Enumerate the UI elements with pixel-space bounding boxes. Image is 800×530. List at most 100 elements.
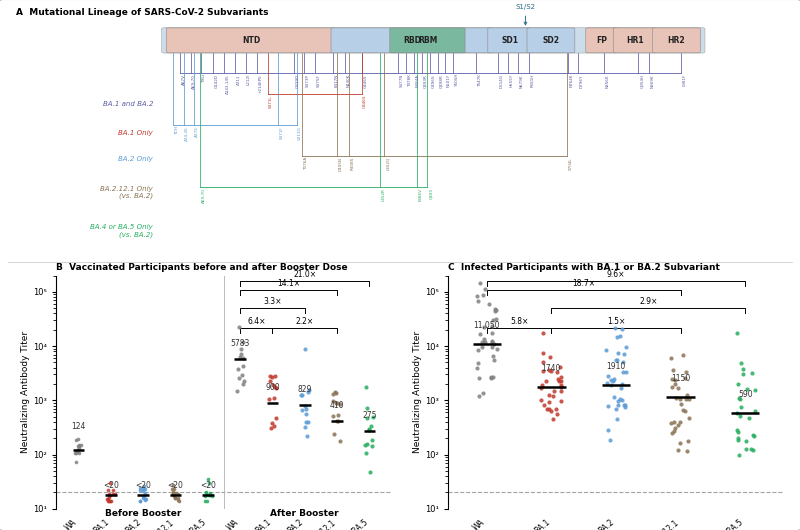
Text: A27S: A27S [195, 126, 199, 137]
Point [546, 392, 559, 400]
Point [617, 401, 630, 410]
Text: N969K: N969K [651, 74, 655, 87]
Point [737, 365, 750, 373]
Point [732, 436, 745, 444]
Text: Δ24-26: Δ24-26 [185, 126, 189, 141]
Text: E484A: E484A [416, 74, 420, 87]
Point [620, 368, 633, 376]
Point [72, 442, 85, 450]
Point [73, 448, 86, 457]
Text: BA.1 and BA.2: BA.1 and BA.2 [102, 101, 153, 107]
Point [202, 491, 215, 499]
Text: P681H: P681H [530, 74, 534, 87]
Point [168, 484, 181, 493]
Text: SD1: SD1 [502, 36, 518, 45]
Point [734, 394, 746, 403]
Point [330, 388, 342, 397]
Point [295, 391, 308, 399]
Text: B  Vaccinated Participants before and after Booster Dose: B Vaccinated Participants before and aft… [56, 263, 348, 272]
Point [103, 479, 116, 487]
FancyBboxPatch shape [331, 28, 493, 53]
Point [236, 371, 249, 379]
Point [366, 436, 378, 445]
Text: G496S: G496S [431, 74, 435, 88]
Text: FP: FP [596, 36, 607, 45]
Point [107, 489, 120, 498]
Point [674, 394, 686, 403]
Point [200, 491, 213, 499]
Text: BA.4 or BA.5 Only
(vs. BA.2): BA.4 or BA.5 Only (vs. BA.2) [90, 225, 153, 238]
Point [298, 402, 311, 411]
Point [671, 446, 684, 454]
Text: S371F: S371F [280, 126, 284, 139]
Text: T547K: T547K [478, 74, 482, 87]
Point [670, 394, 682, 402]
Point [70, 435, 82, 444]
Point [267, 394, 280, 402]
Point [362, 426, 375, 434]
Point [266, 373, 279, 381]
Point [486, 338, 498, 346]
Y-axis label: Neutralizing Antibody Titer: Neutralizing Antibody Titer [21, 331, 30, 453]
Point [742, 413, 755, 422]
Point [235, 350, 248, 359]
Text: D796Y: D796Y [579, 74, 583, 87]
Text: RBD: RBD [402, 36, 421, 45]
Point [606, 377, 619, 385]
Point [608, 375, 621, 384]
Point [477, 389, 490, 398]
Point [478, 335, 491, 343]
Point [201, 497, 214, 505]
Point [665, 419, 678, 427]
Point [73, 441, 86, 449]
Text: F486V: F486V [419, 188, 423, 201]
Text: C  Infected Participants with BA.1 or BA.2 Subvariant: C Infected Participants with BA.1 or BA.… [448, 263, 720, 272]
Point [199, 489, 212, 498]
Point [537, 367, 550, 375]
Text: T95I: T95I [202, 74, 206, 83]
Text: After Booster: After Booster [270, 509, 339, 518]
Point [199, 497, 212, 505]
Point [618, 350, 630, 359]
Point [486, 316, 499, 324]
Point [748, 431, 761, 440]
Point [666, 365, 679, 374]
Point [71, 447, 84, 455]
Text: 11,050: 11,050 [474, 321, 500, 330]
Text: +214EPE: +214EPE [258, 74, 262, 93]
Point [745, 445, 758, 454]
Point [262, 395, 275, 403]
Text: N856K: N856K [606, 74, 610, 87]
Point [133, 485, 146, 494]
Point [171, 490, 184, 499]
Point [472, 359, 485, 367]
Point [550, 368, 563, 376]
Point [732, 379, 745, 388]
Point [749, 386, 762, 394]
Point [668, 423, 681, 432]
Text: BA.2.12.1 Only
(vs. BA.2): BA.2.12.1 Only (vs. BA.2) [100, 186, 153, 199]
Point [265, 418, 278, 427]
Point [134, 484, 146, 492]
Point [602, 372, 614, 381]
Point [231, 365, 244, 374]
Point [472, 374, 485, 383]
Point [300, 410, 313, 418]
Point [233, 323, 246, 331]
Text: L452Q: L452Q [386, 157, 390, 171]
Point [669, 379, 682, 388]
Point [474, 278, 486, 287]
Point [668, 427, 681, 435]
Point [681, 447, 694, 455]
Point [203, 491, 216, 500]
Point [235, 345, 248, 354]
Point [102, 492, 115, 501]
Text: SD2: SD2 [542, 36, 559, 45]
Point [360, 440, 373, 448]
Point [140, 495, 153, 504]
Point [732, 434, 745, 442]
Point [70, 447, 83, 455]
Point [490, 306, 502, 315]
Point [470, 364, 483, 372]
Point [486, 336, 499, 344]
